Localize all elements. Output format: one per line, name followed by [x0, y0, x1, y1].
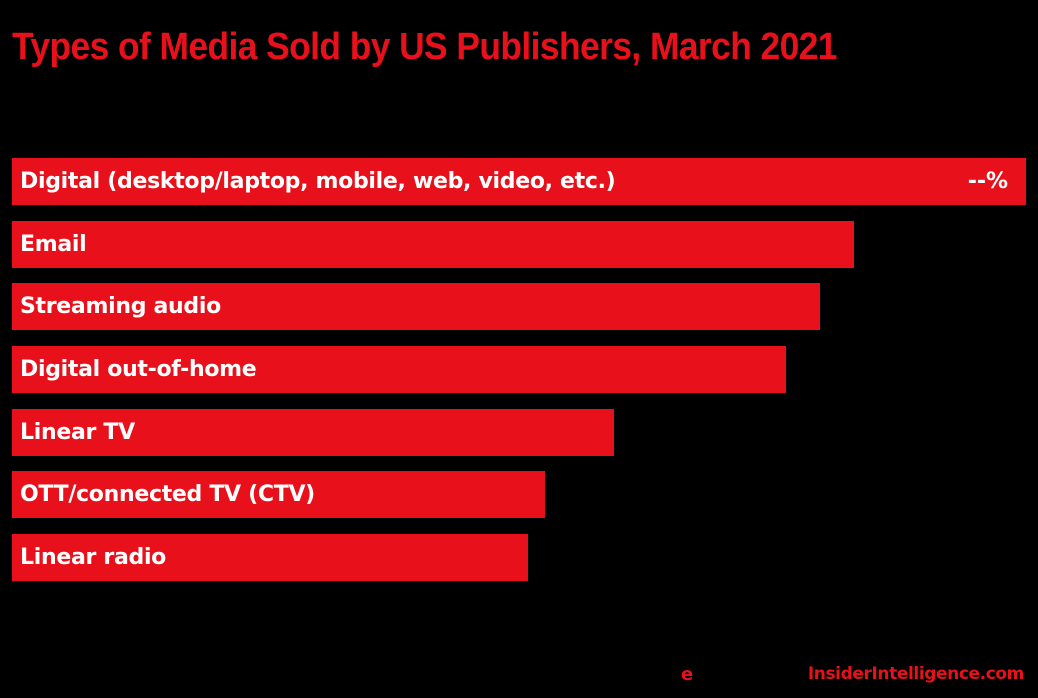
emarketer-logo-icon: e	[681, 664, 694, 685]
bar-chart: Digital (desktop/laptop, mobile, web, vi…	[12, 158, 1026, 597]
bar-label: Linear TV	[20, 419, 135, 445]
bar-label: Linear radio	[20, 545, 166, 571]
bar-label: Email	[20, 231, 87, 257]
bar-label: Digital (desktop/laptop, mobile, web, vi…	[20, 169, 616, 194]
bar	[12, 471, 546, 519]
bar-row: Digital out-of-home	[12, 346, 1026, 394]
chart-title: Types of Media Sold by US Publishers, Ma…	[12, 26, 837, 68]
bar	[12, 346, 786, 394]
bar-row: Linear TV	[12, 408, 1026, 456]
bar	[12, 534, 529, 582]
bar-row: OTT/connected TV (CTV)	[12, 471, 1026, 519]
bar-value-label: --%	[967, 169, 1008, 194]
bar-row: Email	[12, 220, 1026, 268]
bar	[12, 408, 615, 456]
bar-row: Streaming audio	[12, 283, 1026, 331]
bar-label: OTT/connected TV (CTV)	[20, 482, 315, 508]
bar	[12, 283, 821, 331]
bar	[12, 220, 854, 268]
source-brand-link[interactable]: InsiderIntelligence.com	[807, 664, 1025, 684]
bar-label: Digital out-of-home	[20, 357, 257, 383]
bar-row: Digital (desktop/laptop, mobile, web, vi…	[12, 158, 1026, 205]
bar	[12, 158, 1026, 205]
bar-row: Linear radio	[12, 534, 1026, 582]
bar-label: Streaming audio	[20, 294, 221, 320]
